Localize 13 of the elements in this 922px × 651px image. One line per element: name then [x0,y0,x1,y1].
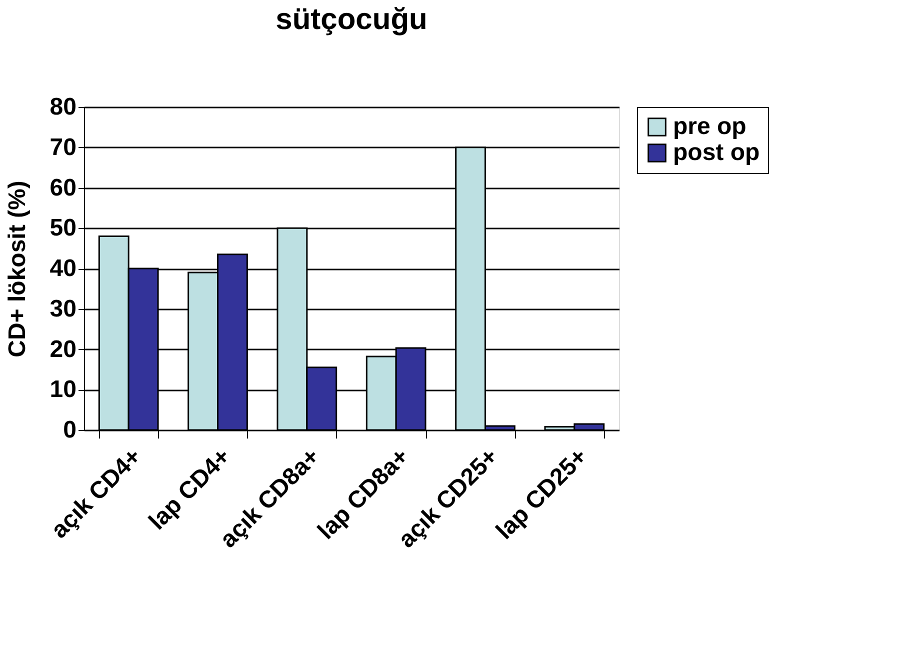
y-tick-label: 10 [50,376,76,404]
y-tick-label: 40 [50,255,76,282]
legend-label: pre op [673,113,746,140]
legend-label: post op [673,139,760,166]
chart-title: sütçocuğu [276,3,428,36]
y-tick-label: 30 [50,295,76,322]
y-tick-label: 70 [50,134,76,161]
y-tick-label: 20 [50,336,76,363]
y-tick-label: 0 [63,416,76,444]
y-tick-label: 60 [50,174,76,202]
y-tick-label: 80 [50,94,76,120]
y-tick-label: 50 [50,214,76,242]
y-axis-title: CD+ lökosit (%) [4,180,31,358]
